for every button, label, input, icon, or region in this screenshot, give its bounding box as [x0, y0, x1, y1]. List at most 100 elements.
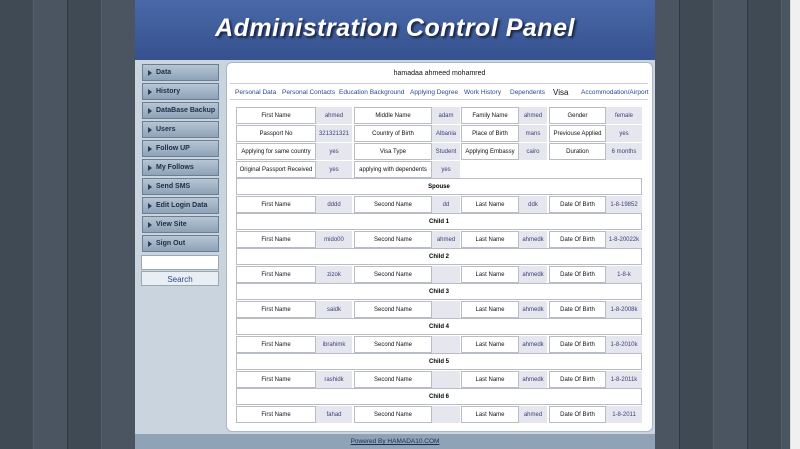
- tab[interactable]: Dependents: [510, 89, 546, 96]
- field-value: yes: [316, 161, 352, 178]
- field-value: cairo: [519, 143, 547, 160]
- field-value: mans: [519, 125, 547, 142]
- field-value: yes: [606, 125, 642, 142]
- field-label: First Name: [236, 301, 316, 318]
- field-value: female: [606, 107, 642, 124]
- tab[interactable]: Visa: [553, 88, 569, 97]
- tab[interactable]: Education Background: [339, 89, 405, 96]
- field-label: Applying Embassy: [461, 143, 519, 160]
- field-label: Last Name: [461, 196, 519, 213]
- header-title: Administration Control Panel: [215, 14, 575, 42]
- field-value: 1-8-2011: [606, 406, 642, 423]
- section-title: Child 6: [236, 388, 642, 405]
- footer[interactable]: Powered By HAMADA10.COM: [135, 434, 655, 449]
- field-value: ahmed: [432, 231, 460, 248]
- field-label: Applying for same country: [236, 143, 316, 160]
- field-value: [432, 266, 460, 283]
- field-label: First Name: [236, 336, 316, 353]
- separator: [230, 99, 648, 100]
- field-value: zizok: [316, 266, 352, 283]
- section-title: Spouse: [236, 178, 642, 195]
- field-label: Date Of Birth: [549, 266, 606, 283]
- tab[interactable]: Work History: [464, 89, 502, 96]
- menu-item[interactable]: Users: [142, 121, 219, 138]
- field-value: dd: [432, 196, 460, 213]
- search-button[interactable]: Search: [141, 271, 219, 286]
- field-value: ahmedk: [519, 231, 547, 248]
- field-value: [432, 371, 460, 388]
- field-label: Second Name: [354, 406, 432, 423]
- field-label: Last Name: [461, 336, 519, 353]
- menu-item[interactable]: Send SMS: [142, 178, 219, 195]
- field-label: Last Name: [461, 231, 519, 248]
- section-title: Child 5: [236, 353, 642, 370]
- field-value: adam: [432, 107, 460, 124]
- scrollbar[interactable]: [790, 0, 800, 449]
- field-label: Last Name: [461, 301, 519, 318]
- field-label: Duration: [549, 143, 606, 160]
- field-value: Student: [432, 143, 460, 160]
- field-value: ahmedk: [519, 266, 547, 283]
- tab[interactable]: Accommodation/Airport: [581, 89, 649, 96]
- menu-item[interactable]: Data: [142, 64, 219, 81]
- field-label: Last Name: [461, 266, 519, 283]
- field-label: Previouse Applied: [549, 125, 606, 142]
- menu-item[interactable]: Edit Login Data: [142, 197, 219, 214]
- field-value: [432, 406, 460, 423]
- menu-item[interactable]: History: [142, 83, 219, 100]
- field-value: fahad: [316, 406, 352, 423]
- field-label: First Name: [236, 371, 316, 388]
- field-value: 1-8-k: [606, 266, 642, 283]
- field-label: Country of Birth: [354, 125, 432, 142]
- field-value: [432, 336, 460, 353]
- field-label: Family Name: [461, 107, 519, 124]
- field-value: 321321321: [316, 125, 352, 142]
- field-label: Second Name: [354, 231, 432, 248]
- tab[interactable]: Applying Degree: [410, 89, 459, 96]
- field-value: 1-8-19852: [606, 196, 642, 213]
- field-label: Last Name: [461, 371, 519, 388]
- menu-item[interactable]: View Site: [142, 216, 219, 233]
- field-label: Date Of Birth: [549, 336, 606, 353]
- field-value: ahmed: [519, 406, 547, 423]
- field-value: ahmedk: [519, 336, 547, 353]
- field-label: Passport No: [236, 125, 316, 142]
- field-value: ahmed: [519, 107, 547, 124]
- field-value: 1-8-2010k: [606, 336, 642, 353]
- field-value: 1-8-2008k: [606, 301, 642, 318]
- field-value: ahmed: [316, 107, 352, 124]
- field-label: applying with dependents: [354, 161, 432, 178]
- field-value: ahmedk: [519, 301, 547, 318]
- field-value: mido00: [316, 231, 352, 248]
- tab[interactable]: Personal Contacts: [282, 89, 336, 96]
- menu-item[interactable]: Follow UP: [142, 140, 219, 157]
- field-label: Visa Type: [354, 143, 432, 160]
- field-label: Second Name: [354, 336, 432, 353]
- field-value: 1-8-20022k: [606, 231, 642, 248]
- header: [135, 0, 655, 60]
- field-label: Date Of Birth: [549, 406, 606, 423]
- field-label: Second Name: [354, 371, 432, 388]
- search-input[interactable]: [141, 255, 219, 270]
- field-value: Albania: [432, 125, 460, 142]
- field-label: First Name: [236, 196, 316, 213]
- field-value: [432, 301, 460, 318]
- field-label: Last Name: [461, 406, 519, 423]
- field-label: First Name: [236, 231, 316, 248]
- separator: [230, 83, 648, 84]
- field-label: Place of Birth: [461, 125, 519, 142]
- section-title: Child 1: [236, 213, 642, 230]
- field-value: yes: [432, 161, 460, 178]
- field-value: dddd: [316, 196, 352, 213]
- field-label: Date Of Birth: [549, 196, 606, 213]
- field-label: Middle Name: [354, 107, 432, 124]
- tab[interactable]: Personal Data: [235, 89, 277, 96]
- menu-item[interactable]: My Follows: [142, 159, 219, 176]
- field-value: saidk: [316, 301, 352, 318]
- field-value: ahmedk: [519, 371, 547, 388]
- menu-item[interactable]: DataBase Backup: [142, 102, 219, 119]
- menu-item[interactable]: Sign Out: [142, 235, 219, 252]
- section-title: Child 4: [236, 318, 642, 335]
- field-label: First Name: [236, 107, 316, 124]
